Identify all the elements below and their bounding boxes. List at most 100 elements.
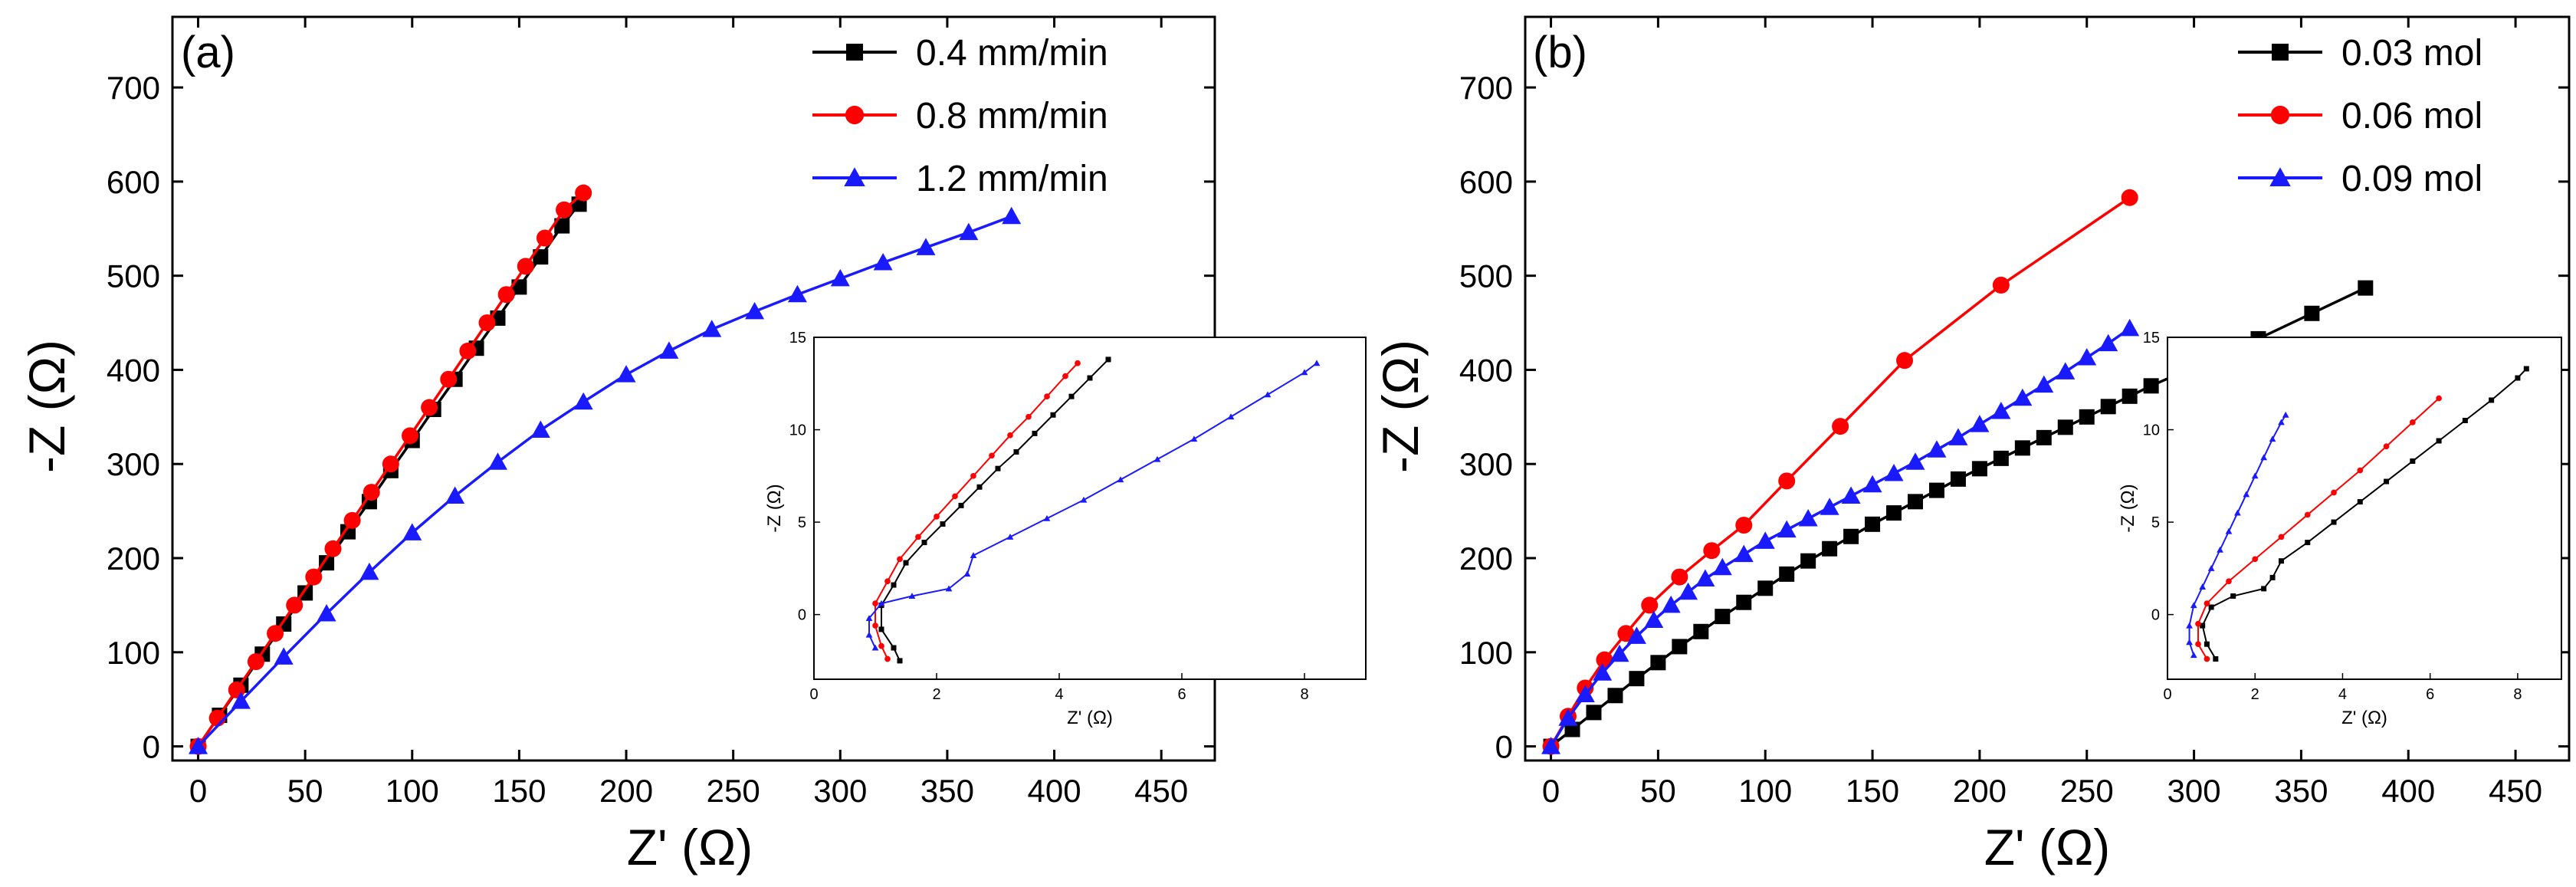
x-tick-label: 300 — [2167, 773, 2221, 809]
y-tick-label: 0 — [1495, 729, 1513, 765]
inset-data-point — [891, 582, 897, 588]
inset-data-point — [872, 623, 878, 629]
data-point — [575, 184, 592, 202]
inset-data-point — [2207, 564, 2215, 571]
data-point — [1757, 580, 1774, 596]
inset-series-1 — [2200, 366, 2529, 662]
data-point — [1908, 494, 1924, 510]
inset-data-point — [1190, 435, 1198, 442]
inset-data-point — [970, 472, 976, 479]
legend-item: 0.4 mm/min — [812, 33, 1108, 74]
data-point — [1970, 415, 1990, 432]
x-tick-label: 0 — [1542, 773, 1560, 809]
legend-label: 0.06 mol — [2341, 96, 2482, 136]
inset-data-point — [1062, 373, 1068, 379]
data-point — [573, 392, 593, 410]
data-point — [2121, 189, 2138, 206]
inset-data-point — [2204, 641, 2210, 647]
data-point — [2056, 362, 2076, 379]
inset-data-point — [2226, 578, 2232, 585]
x-tick-label: 350 — [2274, 773, 2328, 809]
data-point — [787, 284, 807, 303]
data-point — [274, 647, 294, 665]
data-point — [1607, 688, 1623, 704]
inset-data-point — [1117, 476, 1124, 483]
inset-data-point — [2260, 454, 2268, 461]
y-tick-label: 300 — [107, 446, 160, 482]
inset-data-point — [952, 493, 958, 500]
inset-series-line — [2201, 368, 2528, 659]
data-point — [478, 314, 496, 332]
inset-data-point — [2269, 435, 2276, 442]
data-point — [1661, 595, 1681, 613]
y-tick-label: 300 — [1459, 446, 1513, 482]
inset-x-tick-label: 0 — [809, 686, 818, 703]
inset-data-point — [945, 585, 953, 592]
data-point — [305, 568, 323, 586]
data-point — [959, 222, 979, 241]
inset-frame — [813, 337, 1367, 680]
data-point — [440, 370, 458, 388]
inset-x-tick-label: 4 — [1055, 686, 1063, 703]
data-point — [556, 201, 573, 218]
data-point — [1779, 566, 1795, 582]
inset-data-point — [970, 552, 977, 558]
inset-data-point — [2523, 366, 2529, 372]
data-point — [487, 452, 507, 470]
x-axis-title: Z' (Ω) — [627, 819, 753, 876]
inset-data-point — [1043, 514, 1051, 521]
inset-data-point — [897, 658, 903, 664]
data-point — [659, 341, 679, 359]
x-tick-label: 250 — [707, 773, 760, 809]
panel-label: (a) — [181, 28, 235, 77]
inset-y-axis-title: -Z (Ω) — [764, 484, 785, 532]
data-point — [1703, 542, 1721, 560]
series-3 — [189, 206, 1022, 754]
inset-x-tick-label: 6 — [1177, 686, 1186, 703]
data-point — [382, 455, 399, 473]
inset-data-point — [2252, 556, 2259, 563]
y-axis-title: -Z (Ω) — [18, 340, 75, 473]
series-3 — [1541, 318, 2140, 754]
legend-item: 0.03 mol — [2238, 33, 2482, 74]
data-point — [830, 268, 850, 287]
inset-data-point — [2357, 467, 2364, 474]
data-point — [1695, 569, 1715, 587]
inset-data-point — [884, 655, 891, 662]
inset-x-axis-title: Z' (Ω) — [2341, 708, 2387, 728]
data-point — [1886, 505, 1902, 521]
x-tick-label: 400 — [2381, 773, 2435, 809]
y-tick-label: 400 — [107, 352, 160, 388]
legend-marker — [2269, 167, 2291, 186]
legend-marker — [845, 105, 865, 125]
inset-data-point — [2204, 655, 2210, 662]
inset-x-tick-label: 2 — [932, 686, 940, 703]
inset-series-1 — [878, 356, 1111, 664]
inset-data-point — [878, 642, 884, 649]
inset-series-3 — [865, 360, 1321, 651]
x-tick-label: 250 — [2060, 773, 2114, 809]
data-point — [445, 486, 465, 504]
inset-data-point — [2384, 478, 2390, 485]
chart-panel-b: 0 50 100 150 200 250 300 350 400 4500100200300400… — [1372, 15, 2571, 876]
inset-y-tick-label: 10 — [2143, 422, 2160, 439]
data-point — [2034, 375, 2054, 393]
data-point — [1650, 655, 1666, 671]
inset-data-point — [921, 540, 927, 546]
inset-data-point — [903, 560, 909, 566]
inset-data-point — [2278, 534, 2285, 540]
inset-x-tick-label: 2 — [2251, 686, 2259, 703]
inset-data-point — [908, 593, 916, 600]
legend-marker — [846, 44, 863, 61]
y-tick-label: 500 — [107, 258, 160, 294]
data-point — [1575, 685, 1595, 703]
inset-frame — [2167, 337, 2562, 680]
data-point — [1626, 626, 1646, 644]
x-tick-label: 50 — [1640, 773, 1676, 809]
data-point — [1679, 582, 1698, 600]
data-point — [343, 511, 361, 529]
data-point — [1002, 206, 1022, 225]
data-point — [1641, 596, 1659, 614]
legend-label: 0.4 mm/min — [916, 33, 1108, 74]
inset-data-point — [1313, 360, 1321, 366]
